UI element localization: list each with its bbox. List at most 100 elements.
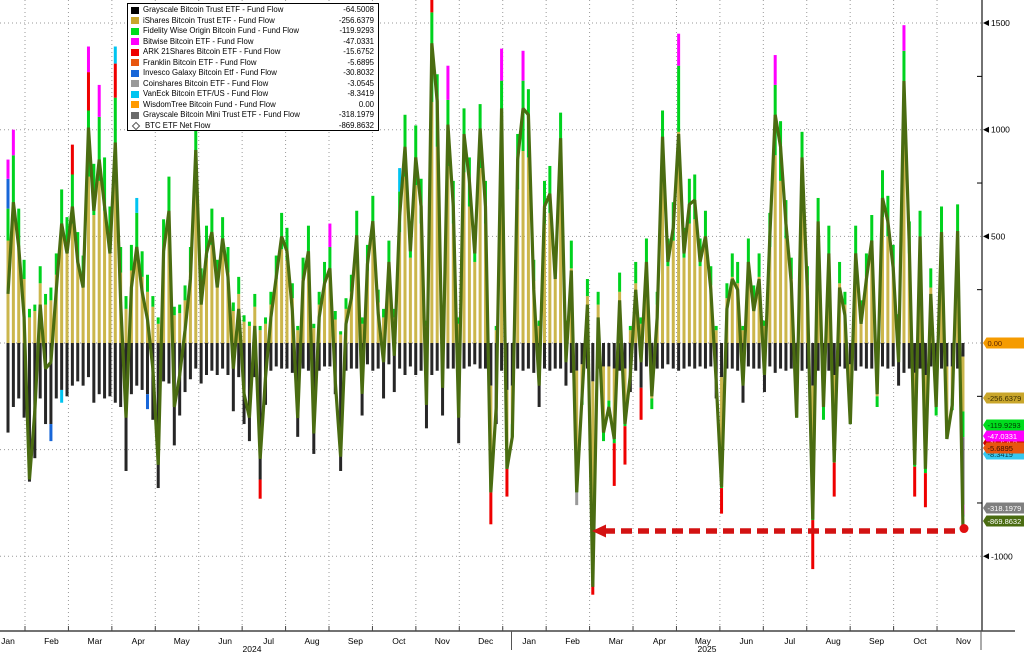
bar [323, 343, 327, 367]
bar [832, 462, 836, 497]
bar [741, 330, 745, 343]
bar [237, 343, 241, 378]
bar [816, 197, 820, 237]
bar [296, 325, 300, 331]
bar [140, 276, 144, 343]
bar [113, 168, 117, 343]
bar [312, 323, 316, 329]
bar [231, 302, 235, 312]
bar [333, 311, 337, 320]
bar [864, 276, 868, 343]
bar [891, 343, 895, 367]
bar [145, 394, 149, 410]
bar [827, 343, 831, 371]
bar [779, 180, 783, 343]
legend-label: Grayscale Bitcoin Mini Trust ETF - Fund … [143, 110, 300, 119]
x-month-label: Jan [1, 636, 15, 646]
x-month-label: Nov [435, 636, 451, 646]
bar [258, 343, 262, 480]
net-flow-marker-icon [131, 121, 141, 130]
x-month-label: Feb [565, 636, 580, 646]
bar [854, 343, 858, 371]
legend-label: iShares Bitcoin Trust ETF - Fund Flow [143, 15, 275, 25]
bar [880, 343, 884, 367]
bar [113, 97, 117, 169]
bar [205, 257, 209, 343]
bar [44, 343, 48, 425]
bar [569, 240, 573, 269]
bar [382, 343, 386, 399]
bar [435, 343, 439, 371]
bar [86, 46, 90, 73]
bar [86, 343, 90, 378]
bar [698, 343, 702, 367]
legend-value: -3.0545 [347, 78, 374, 88]
bar [355, 247, 359, 343]
bar [864, 253, 868, 277]
bar [752, 343, 756, 369]
bar [880, 170, 884, 218]
bar [38, 266, 42, 284]
bar [49, 343, 53, 425]
bar [913, 466, 917, 497]
bar [221, 251, 225, 343]
legend-item: Franklin Bitcoin ETF - Fund Flow -5.6895 [131, 58, 374, 69]
bar [376, 343, 380, 369]
bar [301, 257, 305, 280]
bar [779, 343, 783, 369]
bar [736, 343, 740, 371]
bar [591, 343, 595, 382]
bar [301, 343, 305, 369]
bar [548, 165, 552, 213]
bar [430, 101, 434, 343]
bar [548, 343, 552, 371]
axis-badge-shape [983, 419, 1024, 431]
bar [634, 261, 638, 284]
bar [151, 306, 155, 343]
bar [548, 212, 552, 343]
axis-badge: -5.6895 [983, 442, 1024, 454]
y-tick-pointer-icon [983, 233, 989, 240]
bar [103, 157, 107, 211]
bar [247, 325, 251, 343]
bar [140, 343, 144, 390]
axis-badge-label: -5.6895 [988, 444, 1013, 453]
bar [360, 317, 364, 324]
bar [838, 261, 842, 284]
bar [27, 308, 31, 318]
bar [516, 343, 520, 369]
bar [907, 343, 911, 369]
record-low-arrowhead-icon [592, 524, 606, 538]
bar [703, 343, 707, 369]
bar [237, 276, 241, 294]
bar [564, 343, 568, 386]
bar [167, 176, 171, 224]
bar [210, 208, 214, 245]
bar [639, 387, 643, 420]
legend-value: -64.5008 [343, 5, 374, 14]
bar [403, 114, 407, 177]
x-month-label: Sep [869, 636, 884, 646]
net-flow-line [6, 43, 965, 587]
bar [500, 343, 504, 371]
legend-label: Coinshares Bitcoin ETF - Fund Flow [143, 78, 269, 88]
bar [612, 343, 616, 369]
bar [500, 48, 504, 81]
legend-value: -8.3419 [347, 89, 374, 98]
bar [97, 343, 101, 395]
bar [671, 343, 675, 369]
bar [226, 247, 230, 273]
bar [167, 223, 171, 343]
bar [720, 343, 724, 378]
bar [891, 270, 895, 343]
bar [929, 268, 933, 288]
bar [113, 46, 117, 64]
bar [86, 176, 90, 343]
axis-badge: -119.9293 [983, 419, 1024, 431]
bar [741, 325, 745, 331]
bar [258, 330, 262, 343]
bar [205, 343, 209, 375]
y-tick-label: 1500 [991, 18, 1010, 28]
bar [371, 195, 375, 237]
legend-item: Bitwise Bitcoin ETF - Fund Flow -47.0331 [131, 37, 374, 48]
